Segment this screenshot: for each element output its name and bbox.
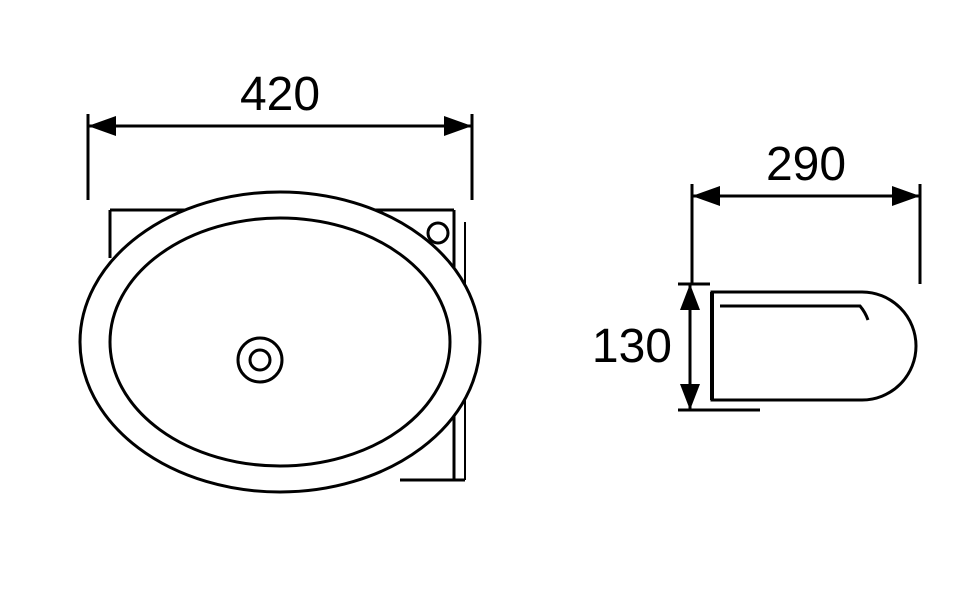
side-view-body [712, 292, 916, 400]
dimension-drawing: 420 290 130 [0, 0, 969, 611]
top-view-width-dimension: 420 [88, 68, 472, 200]
dim-label-130: 130 [592, 320, 672, 373]
side-view-width-dimension: 290 [692, 138, 920, 284]
dim-label-420: 420 [240, 68, 320, 121]
dim-label-290: 290 [766, 138, 846, 191]
basin-outer-ellipse [80, 192, 480, 492]
tap-hole [428, 223, 448, 243]
